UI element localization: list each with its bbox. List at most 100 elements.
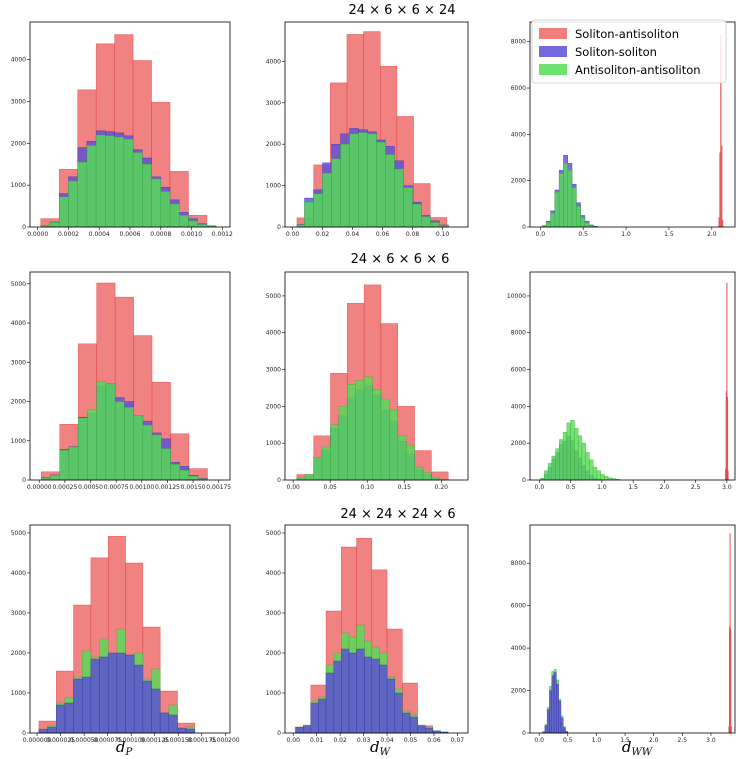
panel-r3-c3-ytick-label-2: 4000 [511, 645, 526, 652]
row-title-1: 24 × 6 × 6 × 24 [348, 3, 455, 18]
panel-r2-c3-bar-antisoliton-antisoliton-10 [577, 435, 583, 481]
panel-r3-c3-xtick-label-4: 2.0 [649, 737, 659, 744]
panel-r2-c2-bar-antisoliton-antisoliton-2 [313, 456, 323, 481]
panel-r1-c3-bar-antisoliton-antisoliton-7 [571, 187, 577, 228]
panel-r3-c2-bar-soliton-soliton-2 [310, 702, 319, 734]
panel-r3-c1-bar-soliton-soliton-16 [177, 727, 187, 734]
panel-r3-c1-bar-soliton-soliton-7 [99, 656, 109, 734]
panel-r3-c2-xtick-label-6: 0.06 [427, 737, 441, 744]
panel-r3-c3-xtick-label-2: 1.0 [592, 737, 602, 744]
panel-r1-c3-bar-antisoliton-antisoliton-9 [580, 217, 586, 228]
panel-r2-c1-xtick-label-7: 0.00175 [206, 484, 231, 491]
panel-r2-c1-bar-antisoliton-antisoliton-2 [59, 449, 70, 481]
panel-r3-c1-bar-soliton-soliton-2 [56, 704, 66, 734]
panel-r3-c2-ytick-label-0: 0 [277, 730, 281, 737]
panel-r1-c1-bar-antisoliton-antisoliton-11 [142, 163, 152, 228]
panel-r2-c2-ytick-label-5: 5000 [266, 293, 281, 300]
panel-r3-c1-bar-soliton-soliton-3 [64, 702, 74, 734]
panel-r3-c1-bar-soliton-soliton-11 [133, 664, 144, 734]
legend-box [531, 19, 727, 84]
panel-r1-c2-xtick-label-4: 0.08 [406, 231, 420, 238]
panel-r3-c2-bar-soliton-soliton-12 [386, 678, 396, 734]
panel-r3-c3-ytick-label-3: 6000 [511, 603, 526, 610]
panel-r1-c3-ytick-label-2: 4000 [511, 131, 526, 138]
panel-r2-c1-bar-antisoliton-antisoliton-10 [133, 415, 144, 481]
panel-r1-c1-bar-antisoliton-antisoliton-6 [95, 134, 106, 228]
panel-r2-c3-xtick-label-1: 0.5 [566, 484, 576, 491]
panel-r1-c1-bar-antisoliton-antisoliton-10 [132, 152, 143, 228]
panel-r2-c3-bar-antisoliton-antisoliton-3 [551, 455, 556, 481]
panel-r1-c1-bar-antisoliton-antisoliton-1 [49, 222, 60, 228]
panel-r2-c3-bar-antisoliton-antisoliton-17 [604, 476, 609, 481]
panel-r3-c3-ytick-label-1: 2000 [511, 688, 526, 695]
panel-r2-c1-xtick-label-5: 0.00125 [155, 484, 180, 491]
panel-r1-c3-xtick-label-0: 0.0 [536, 231, 546, 238]
panel-r2-c1-bar-antisoliton-antisoliton-16 [188, 475, 199, 481]
panel-r3-c1-ytick-label-3: 3000 [11, 610, 26, 617]
panel-r2-c2-xtick-label-1: 0.05 [324, 484, 338, 491]
panel-r1-c2-bar-antisoliton-antisoliton-1 [304, 201, 314, 228]
panel-r2-c2-ytick-label-0: 0 [277, 477, 281, 484]
panel-r2-c2-ytick-label-1: 1000 [266, 440, 281, 447]
panel-r3-c2-bar-soliton-soliton-5 [333, 660, 342, 734]
panel-r3-c1-ytick-label-0: 0 [22, 730, 26, 737]
panel-r3-c1-bar-soliton-soliton-8 [107, 652, 118, 734]
panel-r3-c3: 0.0 0.5 1.0 1.5 2.0 2.5 3.0 0 2000 4000 6000 8000 [511, 524, 736, 744]
panel-r1-c3-bar-antisoliton-antisoliton-3 [554, 192, 560, 228]
panel-r1-c1-bar-antisoliton-antisoliton-13 [160, 191, 171, 228]
panel-r1-c1-ytick-label-0: 0 [22, 224, 26, 231]
panel-r3-c2-bar-soliton-soliton-4 [325, 672, 335, 734]
legend: Soliton-antisoliton Soliton-soliton Anti… [531, 19, 727, 84]
legend-swatch-antisoliton-antisoliton [539, 64, 567, 75]
panel-r2-c3-ytick-label-4: 8000 [511, 330, 526, 337]
panel-r3-c3-xtick-label-5: 2.5 [678, 737, 688, 744]
panel-r2-c1-xtick-label-0: 0.00000 [27, 484, 52, 491]
panel-r2-c3-ytick-label-2: 4000 [511, 403, 526, 410]
panel-r1-c1-xtick-label-4: 0.0008 [150, 231, 171, 238]
panel-r3-c3-frame [529, 524, 736, 734]
panel-r1-c1-bar-antisoliton-antisoliton-12 [151, 178, 162, 228]
panel-r2-c2-xtick-label-2: 0.10 [361, 484, 375, 491]
panel-r2-c3-bar-antisoliton-antisoliton-2 [547, 463, 553, 481]
panel-r2-c1-bar-antisoliton-antisoliton-12 [151, 434, 162, 481]
xlabel-dw-main: d [370, 738, 380, 756]
panel-r1-c3: 0.0 0.5 1.0 1.5 2.0 0 2000 4000 6000 8000 [511, 21, 736, 238]
panel-r3-c3-ytick-label-0: 0 [522, 730, 526, 737]
panel-r3-c2-ytick-label-2: 2000 [266, 650, 281, 657]
panel-r1-c1-xtick-label-3: 0.0006 [120, 231, 141, 238]
panel-r2-c3-ytick-label-5: 10000 [507, 293, 526, 300]
panel-r1-c2-xtick-label-0: 0.00 [286, 231, 300, 238]
panel-r2-c3-xtick-label-6: 3.0 [722, 484, 732, 491]
panel-r1-c1: 0.0000 0.0002 0.0004 0.0006 0.0008 0.0010 0.00… [11, 21, 233, 238]
panel-r1-c2-series-antisoliton-antisoliton [296, 132, 449, 228]
panel-r2-c3-bar-antisoliton-antisoliton-5 [559, 439, 564, 481]
panel-r1-c1-ytick-label-2: 2000 [11, 140, 26, 147]
panel-r1-c1-bar-antisoliton-antisoliton-8 [114, 136, 125, 228]
panel-r3-c2-bar-soliton-soliton-3 [318, 698, 327, 734]
panel-r2-c3-bar-antisoliton-antisoliton-9 [574, 428, 579, 481]
panel-r2-c2-bar-antisoliton-antisoliton-11 [389, 409, 399, 481]
panel-r1-c1-ytick-label-1: 1000 [11, 182, 26, 189]
panel-r1-c2-bar-antisoliton-antisoliton-5 [340, 143, 350, 228]
panel-r1-c2-bar-antisoliton-antisoliton-3 [322, 172, 332, 228]
panel-r3-c2-xtick-label-1: 0.01 [310, 737, 324, 744]
xlabel-dw-sub: W [380, 747, 391, 758]
legend-swatch-soliton-soliton [539, 46, 567, 57]
panel-r3-c2-bar-soliton-soliton-0 [295, 727, 304, 734]
panel-r1-c3-bar-antisoliton-antisoliton-6 [567, 170, 573, 228]
panel-r1-c3-xtick-label-4: 2.0 [707, 231, 717, 238]
panel-r2-c1-bar-antisoliton-antisoliton-4 [77, 417, 88, 481]
panel-r3-c3-bar-soliton-soliton-9 [562, 727, 566, 734]
panel-r2-c1-bar-antisoliton-antisoliton-13 [161, 448, 171, 481]
panel-r1-c2-ytick-label-3: 3000 [266, 100, 281, 107]
panel-r2-c1-ytick-label-0: 0 [22, 477, 26, 484]
panel-r3-c3-bar-soliton-soliton-6 [556, 683, 559, 734]
panel-r3-c1-ytick-label-4: 4000 [11, 570, 26, 577]
panel-r2-c2-xtick-label-4: 0.20 [435, 484, 449, 491]
panel-r3-c2-ytick-label-1: 1000 [266, 690, 281, 697]
panel-r2-c2-ytick-label-3: 3000 [266, 367, 281, 374]
panel-r3-c3-bar-soliton-antisoliton-4 [730, 726, 732, 734]
panel-r2-c2-bar-antisoliton-antisoliton-14 [414, 466, 424, 481]
panel-r2-c1-bar-antisoliton-antisoliton-11 [142, 424, 153, 481]
